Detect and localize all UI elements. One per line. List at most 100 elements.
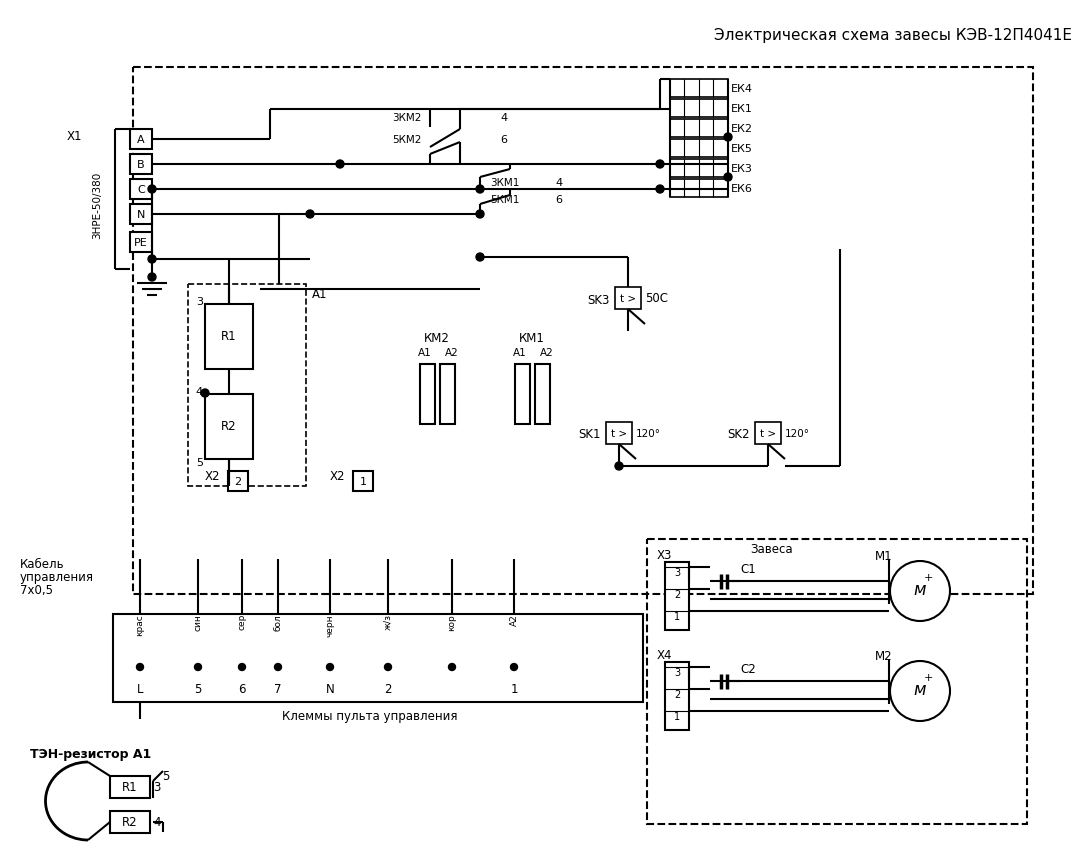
Bar	[130, 205, 152, 225]
Text: Завеса: Завеса	[750, 543, 792, 556]
Bar	[420, 364, 435, 424]
Bar	[606, 423, 632, 444]
Bar	[113, 614, 643, 703]
Bar	[130, 180, 152, 200]
Bar	[670, 160, 728, 177]
Circle shape	[149, 186, 156, 194]
Circle shape	[149, 274, 156, 282]
Circle shape	[306, 211, 314, 219]
Text: 4: 4	[500, 113, 507, 123]
Text: X1: X1	[66, 130, 82, 143]
Circle shape	[385, 664, 391, 671]
Text: 7х0,5: 7х0,5	[20, 584, 53, 597]
Text: SK1: SK1	[579, 428, 601, 441]
Text: A2: A2	[446, 348, 459, 357]
Text: 2: 2	[674, 689, 680, 699]
Text: X2: X2	[205, 470, 220, 483]
Bar	[615, 288, 641, 310]
Text: 4: 4	[555, 177, 563, 188]
Circle shape	[201, 389, 209, 398]
Text: 4: 4	[196, 387, 203, 397]
Circle shape	[724, 174, 732, 182]
Text: A1: A1	[418, 348, 431, 357]
Text: КМ1: КМ1	[519, 331, 545, 344]
Text: A1: A1	[513, 348, 527, 357]
Circle shape	[511, 664, 517, 671]
Bar	[670, 100, 728, 118]
Circle shape	[724, 133, 732, 142]
Bar	[205, 394, 253, 460]
Text: м: м	[914, 580, 926, 598]
Circle shape	[137, 664, 143, 671]
Text: t >: t >	[620, 294, 636, 304]
Circle shape	[194, 664, 202, 671]
Text: сер: сер	[237, 613, 246, 629]
Text: Электрическая схема завесы КЭВ-12П4041Е: Электрическая схема завесы КЭВ-12П4041Е	[714, 28, 1072, 42]
Text: B: B	[138, 160, 145, 170]
Text: ЕК4: ЕК4	[731, 84, 753, 94]
Text: 2: 2	[234, 476, 242, 486]
Text: 5: 5	[196, 457, 203, 468]
Bar	[130, 155, 152, 175]
Text: +: +	[924, 672, 932, 682]
Text: M2: M2	[875, 650, 892, 663]
Text: C2: C2	[740, 663, 756, 676]
Bar	[647, 539, 1027, 824]
Text: +: +	[924, 573, 932, 582]
Text: 1: 1	[511, 683, 518, 696]
Bar	[664, 662, 689, 730]
Bar	[440, 364, 455, 424]
Bar	[228, 472, 248, 492]
Bar	[535, 364, 550, 424]
Text: ТЭН-резистор А1: ТЭН-резистор А1	[30, 747, 152, 760]
Text: A2: A2	[540, 348, 554, 357]
Circle shape	[656, 186, 664, 194]
Bar	[670, 80, 728, 98]
Text: t >: t >	[760, 429, 776, 438]
Text: L: L	[137, 683, 143, 696]
Text: 3: 3	[674, 667, 680, 678]
Text: син: син	[194, 613, 203, 630]
Bar	[205, 305, 253, 369]
Text: ЕК3: ЕК3	[731, 164, 753, 174]
Circle shape	[336, 161, 344, 169]
Text: 120°: 120°	[636, 429, 661, 438]
Circle shape	[476, 211, 483, 219]
Text: м: м	[914, 680, 926, 698]
Circle shape	[890, 661, 950, 722]
Text: 7: 7	[274, 683, 282, 696]
Text: N: N	[137, 210, 145, 220]
Text: R1: R1	[122, 781, 138, 794]
Bar	[188, 285, 306, 486]
Text: 5КМ1: 5КМ1	[490, 195, 519, 205]
Text: ЕК2: ЕК2	[731, 124, 753, 133]
Text: X4: X4	[657, 648, 672, 662]
Text: SK3: SK3	[588, 293, 610, 307]
Text: 1: 1	[360, 476, 366, 486]
Text: C1: C1	[740, 563, 756, 576]
Circle shape	[656, 161, 664, 169]
Bar	[109, 811, 150, 833]
Text: 3НРЕ-50/380: 3НРЕ-50/380	[92, 171, 102, 238]
Circle shape	[476, 254, 483, 262]
Circle shape	[238, 664, 245, 671]
Text: 4: 4	[153, 815, 160, 828]
Text: 5: 5	[162, 770, 169, 783]
Text: M1: M1	[875, 550, 892, 563]
Text: 1: 1	[674, 711, 680, 722]
Text: 120°: 120°	[785, 429, 810, 438]
Text: 5: 5	[194, 683, 202, 696]
Text: КМ2: КМ2	[424, 331, 450, 344]
Text: 3: 3	[153, 781, 160, 794]
Text: 50С: 50С	[645, 292, 668, 305]
Text: 6: 6	[555, 195, 562, 205]
Text: R1: R1	[221, 330, 236, 343]
Text: 6: 6	[238, 683, 246, 696]
Text: C: C	[137, 185, 145, 195]
Text: X2: X2	[330, 470, 346, 483]
Bar	[670, 139, 728, 158]
Text: кор: кор	[448, 613, 456, 630]
Circle shape	[476, 186, 483, 194]
Text: Кабель: Кабель	[20, 558, 65, 571]
Bar	[130, 130, 152, 150]
